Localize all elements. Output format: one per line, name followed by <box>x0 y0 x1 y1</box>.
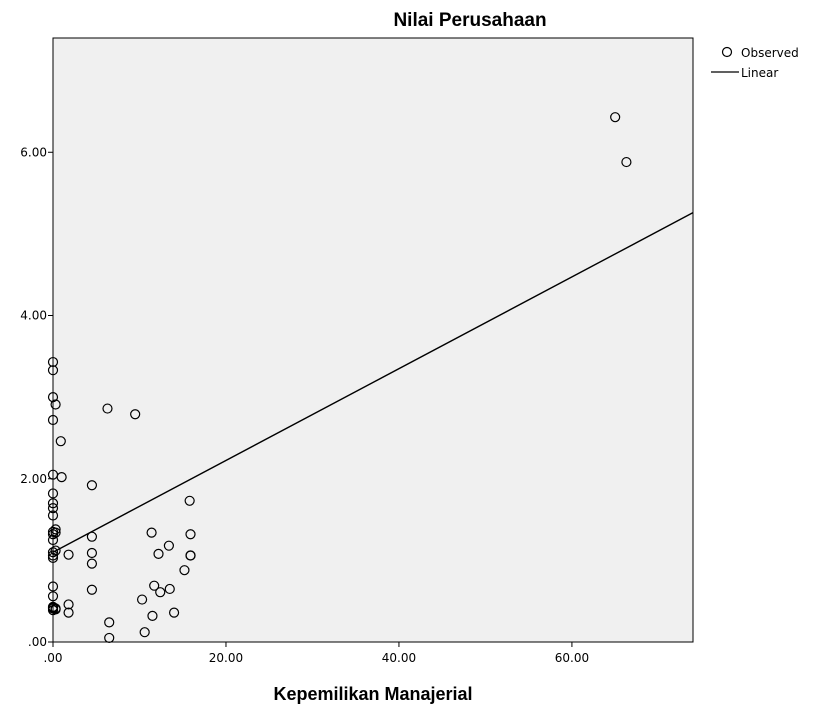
observed-point <box>185 529 196 540</box>
observed-point <box>136 594 148 605</box>
observed-point <box>621 156 632 168</box>
y-tick-label: .00 <box>28 635 47 649</box>
observed-point <box>47 365 59 376</box>
observed-point <box>47 552 59 564</box>
observed-point <box>50 524 61 535</box>
y-tick-label: 2.00 <box>20 472 47 486</box>
observed-point <box>86 558 98 569</box>
observed-point <box>146 527 157 538</box>
x-tick-label: 60.00 <box>555 651 589 665</box>
observed-point <box>47 605 59 616</box>
x-axis: .00 20.00 40.00 60.00 <box>43 642 589 665</box>
observed-point <box>47 498 59 509</box>
observed-point <box>47 414 59 426</box>
observed-point <box>139 627 150 638</box>
linear-fit-line <box>52 212 694 553</box>
observed-point <box>47 581 59 592</box>
legend-marker-observed <box>721 46 733 58</box>
observed-point <box>56 472 67 483</box>
observed-point <box>47 356 59 368</box>
y-tick-label: 4.00 <box>20 309 47 323</box>
observed-point <box>47 550 59 561</box>
observed-point <box>168 607 180 618</box>
x-axis-label: Kepemilikan Manajerial <box>273 684 472 704</box>
observed-point <box>86 547 98 559</box>
observed-point <box>104 632 115 644</box>
observed-point <box>50 545 61 556</box>
observed-point <box>47 510 59 521</box>
observed-point <box>149 580 160 591</box>
observed-point <box>153 548 164 559</box>
observed-point <box>147 610 158 621</box>
legend-label-observed: Observed <box>741 46 799 60</box>
series-layer <box>47 112 694 644</box>
x-tick-label: 40.00 <box>382 651 416 665</box>
legend: Observed Linear <box>711 46 799 80</box>
observed-point <box>50 399 61 410</box>
x-tick-label: .00 <box>43 651 62 665</box>
observed-point <box>50 527 61 538</box>
observed-point <box>185 550 196 561</box>
observed-point <box>155 587 166 598</box>
observed-point <box>104 617 115 628</box>
y-tick-label: 6.00 <box>20 145 47 159</box>
plot-area <box>52 37 694 643</box>
observed-point <box>86 584 98 595</box>
observed-point <box>184 495 195 506</box>
observed-point <box>102 403 113 414</box>
observed-point <box>163 540 174 551</box>
observed-point <box>47 529 59 540</box>
legend-label-linear: Linear <box>741 66 778 80</box>
observed-point <box>47 488 59 499</box>
observed-point <box>63 549 74 560</box>
observed-point <box>47 503 59 514</box>
observed-point <box>47 602 59 613</box>
observed-point <box>47 392 59 403</box>
y-axis: .00 2.00 4.00 6.00 <box>20 145 53 649</box>
observed-point <box>86 480 98 491</box>
observed-point <box>130 409 141 420</box>
observed-point <box>179 565 190 576</box>
chart-title: Nilai Perusahaan <box>393 10 546 31</box>
observed-point <box>47 534 59 546</box>
observed-point <box>63 599 74 610</box>
observed-point <box>47 591 59 602</box>
observed-point <box>55 436 66 447</box>
observed-point <box>63 607 74 618</box>
observed-point <box>47 547 59 558</box>
observed-point <box>610 112 621 123</box>
x-tick-label: 20.00 <box>209 651 243 665</box>
observed-point <box>164 583 175 595</box>
